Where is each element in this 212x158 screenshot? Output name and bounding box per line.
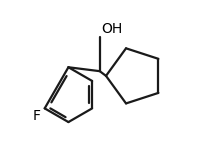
Text: OH: OH <box>101 22 123 36</box>
Text: F: F <box>33 109 41 123</box>
